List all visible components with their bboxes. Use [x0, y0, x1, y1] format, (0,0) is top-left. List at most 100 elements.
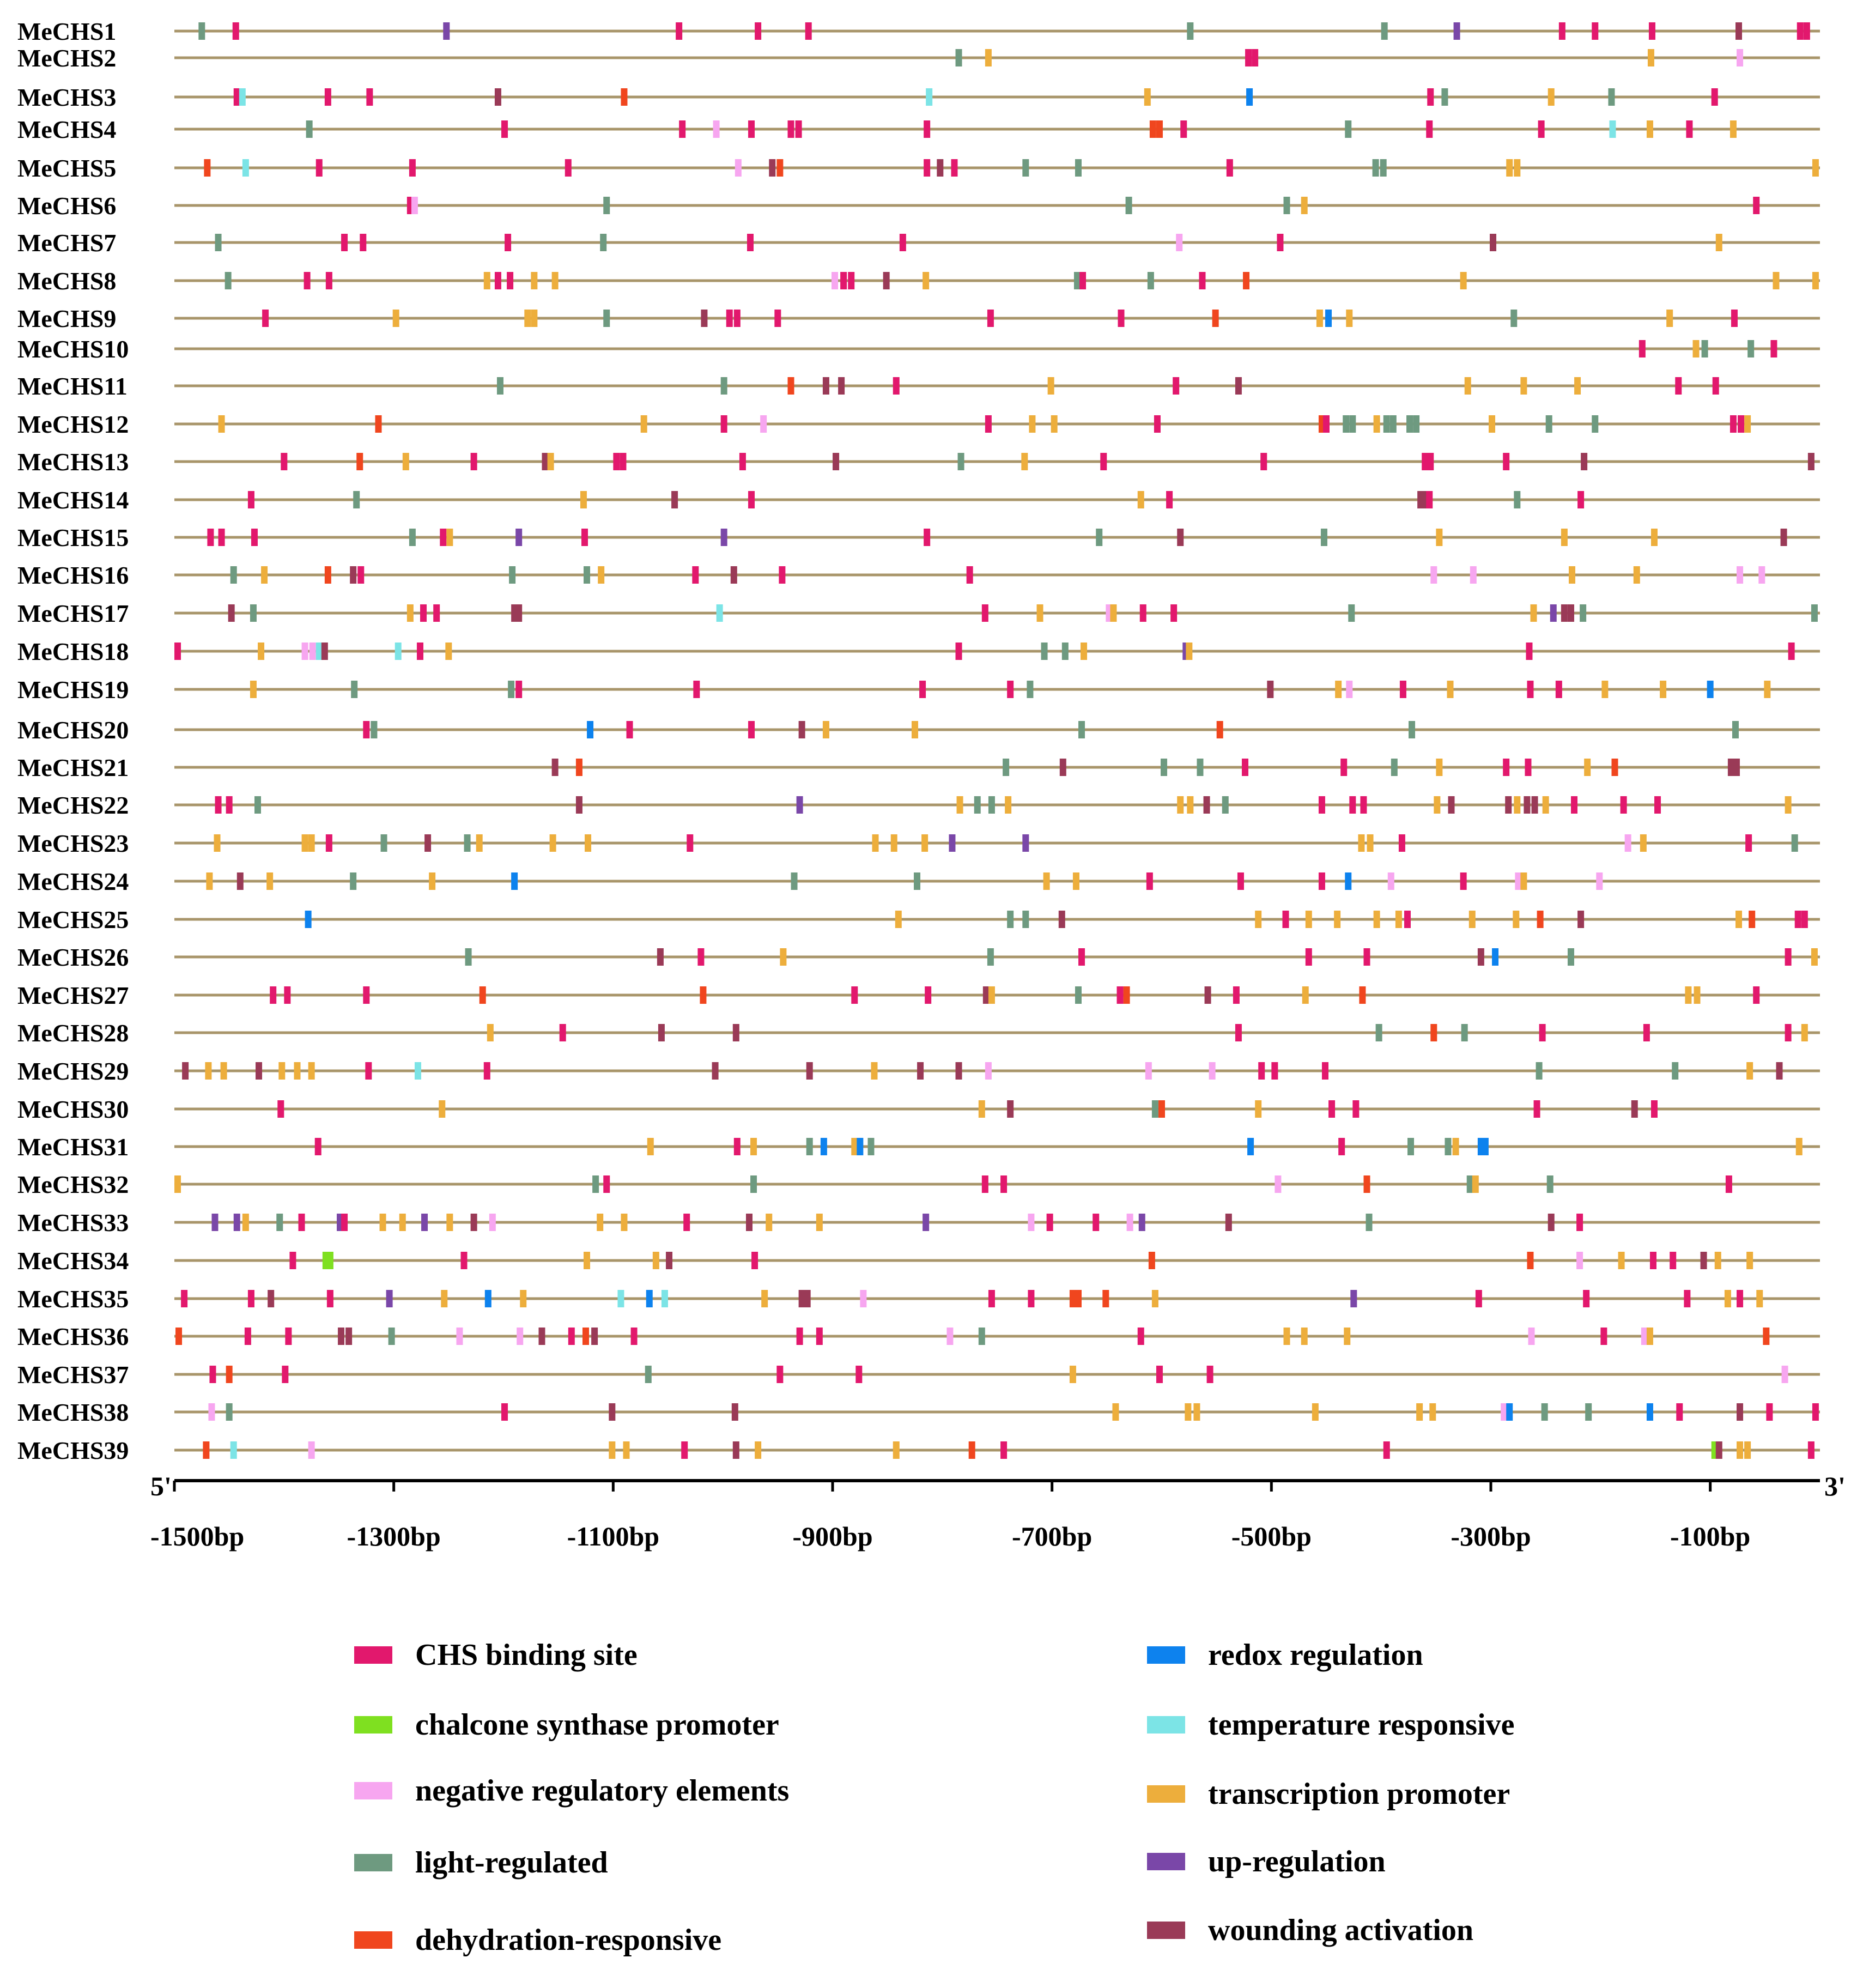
element-mark-transcription: [1047, 377, 1054, 395]
element-mark-negative: [1209, 1062, 1216, 1080]
element-mark-wounding: [494, 88, 501, 106]
element-mark-wounding: [1715, 1441, 1722, 1459]
element-mark-chs: [209, 1366, 216, 1383]
element-mark-chs: [1404, 911, 1411, 928]
element-mark-wounding: [1203, 796, 1210, 814]
element-mark-transcription: [816, 1214, 823, 1231]
legend-label-chs: CHS binding site: [415, 1638, 638, 1672]
element-mark-transcription: [1021, 453, 1028, 470]
element-mark-wounding: [1807, 453, 1815, 470]
element-mark-wounding: [822, 377, 829, 395]
element-mark-temperature: [239, 88, 246, 106]
element-mark-wounding: [1780, 529, 1787, 546]
element-mark-chs: [1242, 759, 1249, 776]
element-mark-transcription: [1005, 796, 1012, 814]
element-mark-transcription: [218, 415, 225, 433]
element-mark-chs: [748, 721, 755, 738]
element-mark-transcription: [609, 1441, 616, 1459]
element-mark-chs: [501, 120, 508, 138]
element-mark-wounding: [701, 310, 708, 327]
element-mark-negative: [985, 1062, 992, 1080]
element-mark-light: [1608, 88, 1615, 106]
element-mark-negative: [1737, 566, 1744, 584]
element-mark-transcription: [1069, 1366, 1076, 1383]
gene-label: MeCHS12: [17, 410, 129, 438]
element-mark-chs: [1199, 272, 1206, 289]
element-mark-wounding: [917, 1062, 924, 1080]
element-mark-transcription: [623, 1441, 630, 1459]
element-mark-transcription: [584, 1252, 591, 1269]
element-mark-transcription: [621, 1214, 628, 1231]
element-mark-chs: [733, 310, 741, 327]
element-mark-negative: [1145, 1062, 1152, 1080]
element-mark-chs: [282, 1366, 289, 1383]
element-mark-chs: [365, 1062, 372, 1080]
element-mark-light: [1407, 1138, 1415, 1155]
element-mark-chs: [899, 234, 906, 251]
element-mark-chs: [855, 1366, 863, 1383]
element-mark-dehydration: [226, 1366, 233, 1383]
element-mark-transcription: [1756, 1290, 1763, 1307]
element-mark-transcription: [1043, 872, 1050, 890]
element-mark-chs: [981, 604, 988, 622]
element-mark-transcription: [406, 604, 414, 622]
element-mark-light: [1441, 88, 1448, 106]
element-mark-negative: [760, 415, 767, 433]
element-mark-temperature: [395, 643, 402, 660]
element-mark-light: [353, 491, 360, 508]
element-mark-chs: [751, 1252, 758, 1269]
element-mark-light: [1147, 272, 1154, 289]
element-mark-light: [1592, 415, 1599, 433]
element-mark-transcription: [1187, 796, 1194, 814]
element-mark-chs: [1154, 415, 1161, 433]
element-mark-wounding: [1058, 911, 1065, 928]
element-mark-transcription: [1305, 911, 1312, 928]
element-mark-transcription: [446, 529, 453, 546]
element-mark-chs: [581, 529, 588, 546]
element-mark-wounding: [1700, 1252, 1707, 1269]
element-mark-chs: [1139, 604, 1146, 622]
x-axis: 5' 3' -1500bp -1300bp -1100bp -900bp -700bp -…: [150, 1471, 1846, 1551]
element-mark-light: [603, 197, 610, 214]
element-mark-chs: [1226, 159, 1233, 177]
element-mark-upreg: [1453, 22, 1460, 40]
element-mark-chs: [1360, 796, 1367, 814]
element-mark-chs: [1649, 1252, 1656, 1269]
element-mark-chs: [363, 721, 370, 738]
element-mark-transcription: [278, 1062, 286, 1080]
element-mark-light: [1546, 1175, 1553, 1193]
element-mark-chs: [1260, 453, 1267, 470]
legend-label-redox: redox regulation: [1208, 1638, 1423, 1672]
element-mark-dehydration: [1102, 1290, 1109, 1307]
element-mark-negative: [308, 1441, 315, 1459]
element-mark-upreg: [443, 22, 450, 40]
element-mark-negative: [1515, 872, 1522, 890]
element-mark-chs: [1170, 604, 1178, 622]
element-mark-wounding: [515, 604, 523, 622]
element-mark-light: [388, 1328, 395, 1345]
element-mark-temperature: [716, 604, 723, 622]
element-mark-wounding: [228, 604, 235, 622]
element-mark-redox: [1492, 948, 1499, 966]
element-mark-transcription: [250, 681, 257, 698]
element-mark-light: [1445, 1138, 1452, 1155]
element-mark-wounding: [1177, 529, 1184, 546]
element-mark-wounding: [1727, 759, 1734, 776]
gene-label: MeCHS24: [17, 868, 129, 895]
element-mark-transcription: [1764, 681, 1771, 698]
element-mark-chs: [1770, 340, 1777, 357]
element-mark-wounding: [1235, 377, 1242, 395]
element-mark-chs: [440, 529, 447, 546]
element-mark-transcription: [1542, 796, 1549, 814]
element-mark-wounding: [538, 1328, 545, 1345]
element-mark-light: [254, 796, 262, 814]
element-mark-light: [1545, 415, 1552, 433]
element-mark-transcription: [988, 986, 995, 1004]
element-mark-light: [1466, 1175, 1473, 1193]
x-tick-label: -100bp: [1670, 1521, 1750, 1551]
element-mark-chs: [232, 22, 239, 40]
element-mark-negative: [456, 1328, 463, 1345]
element-mark-transcription: [446, 1214, 453, 1231]
element-mark-dehydration: [1359, 986, 1366, 1004]
element-mark-light: [1732, 721, 1739, 738]
